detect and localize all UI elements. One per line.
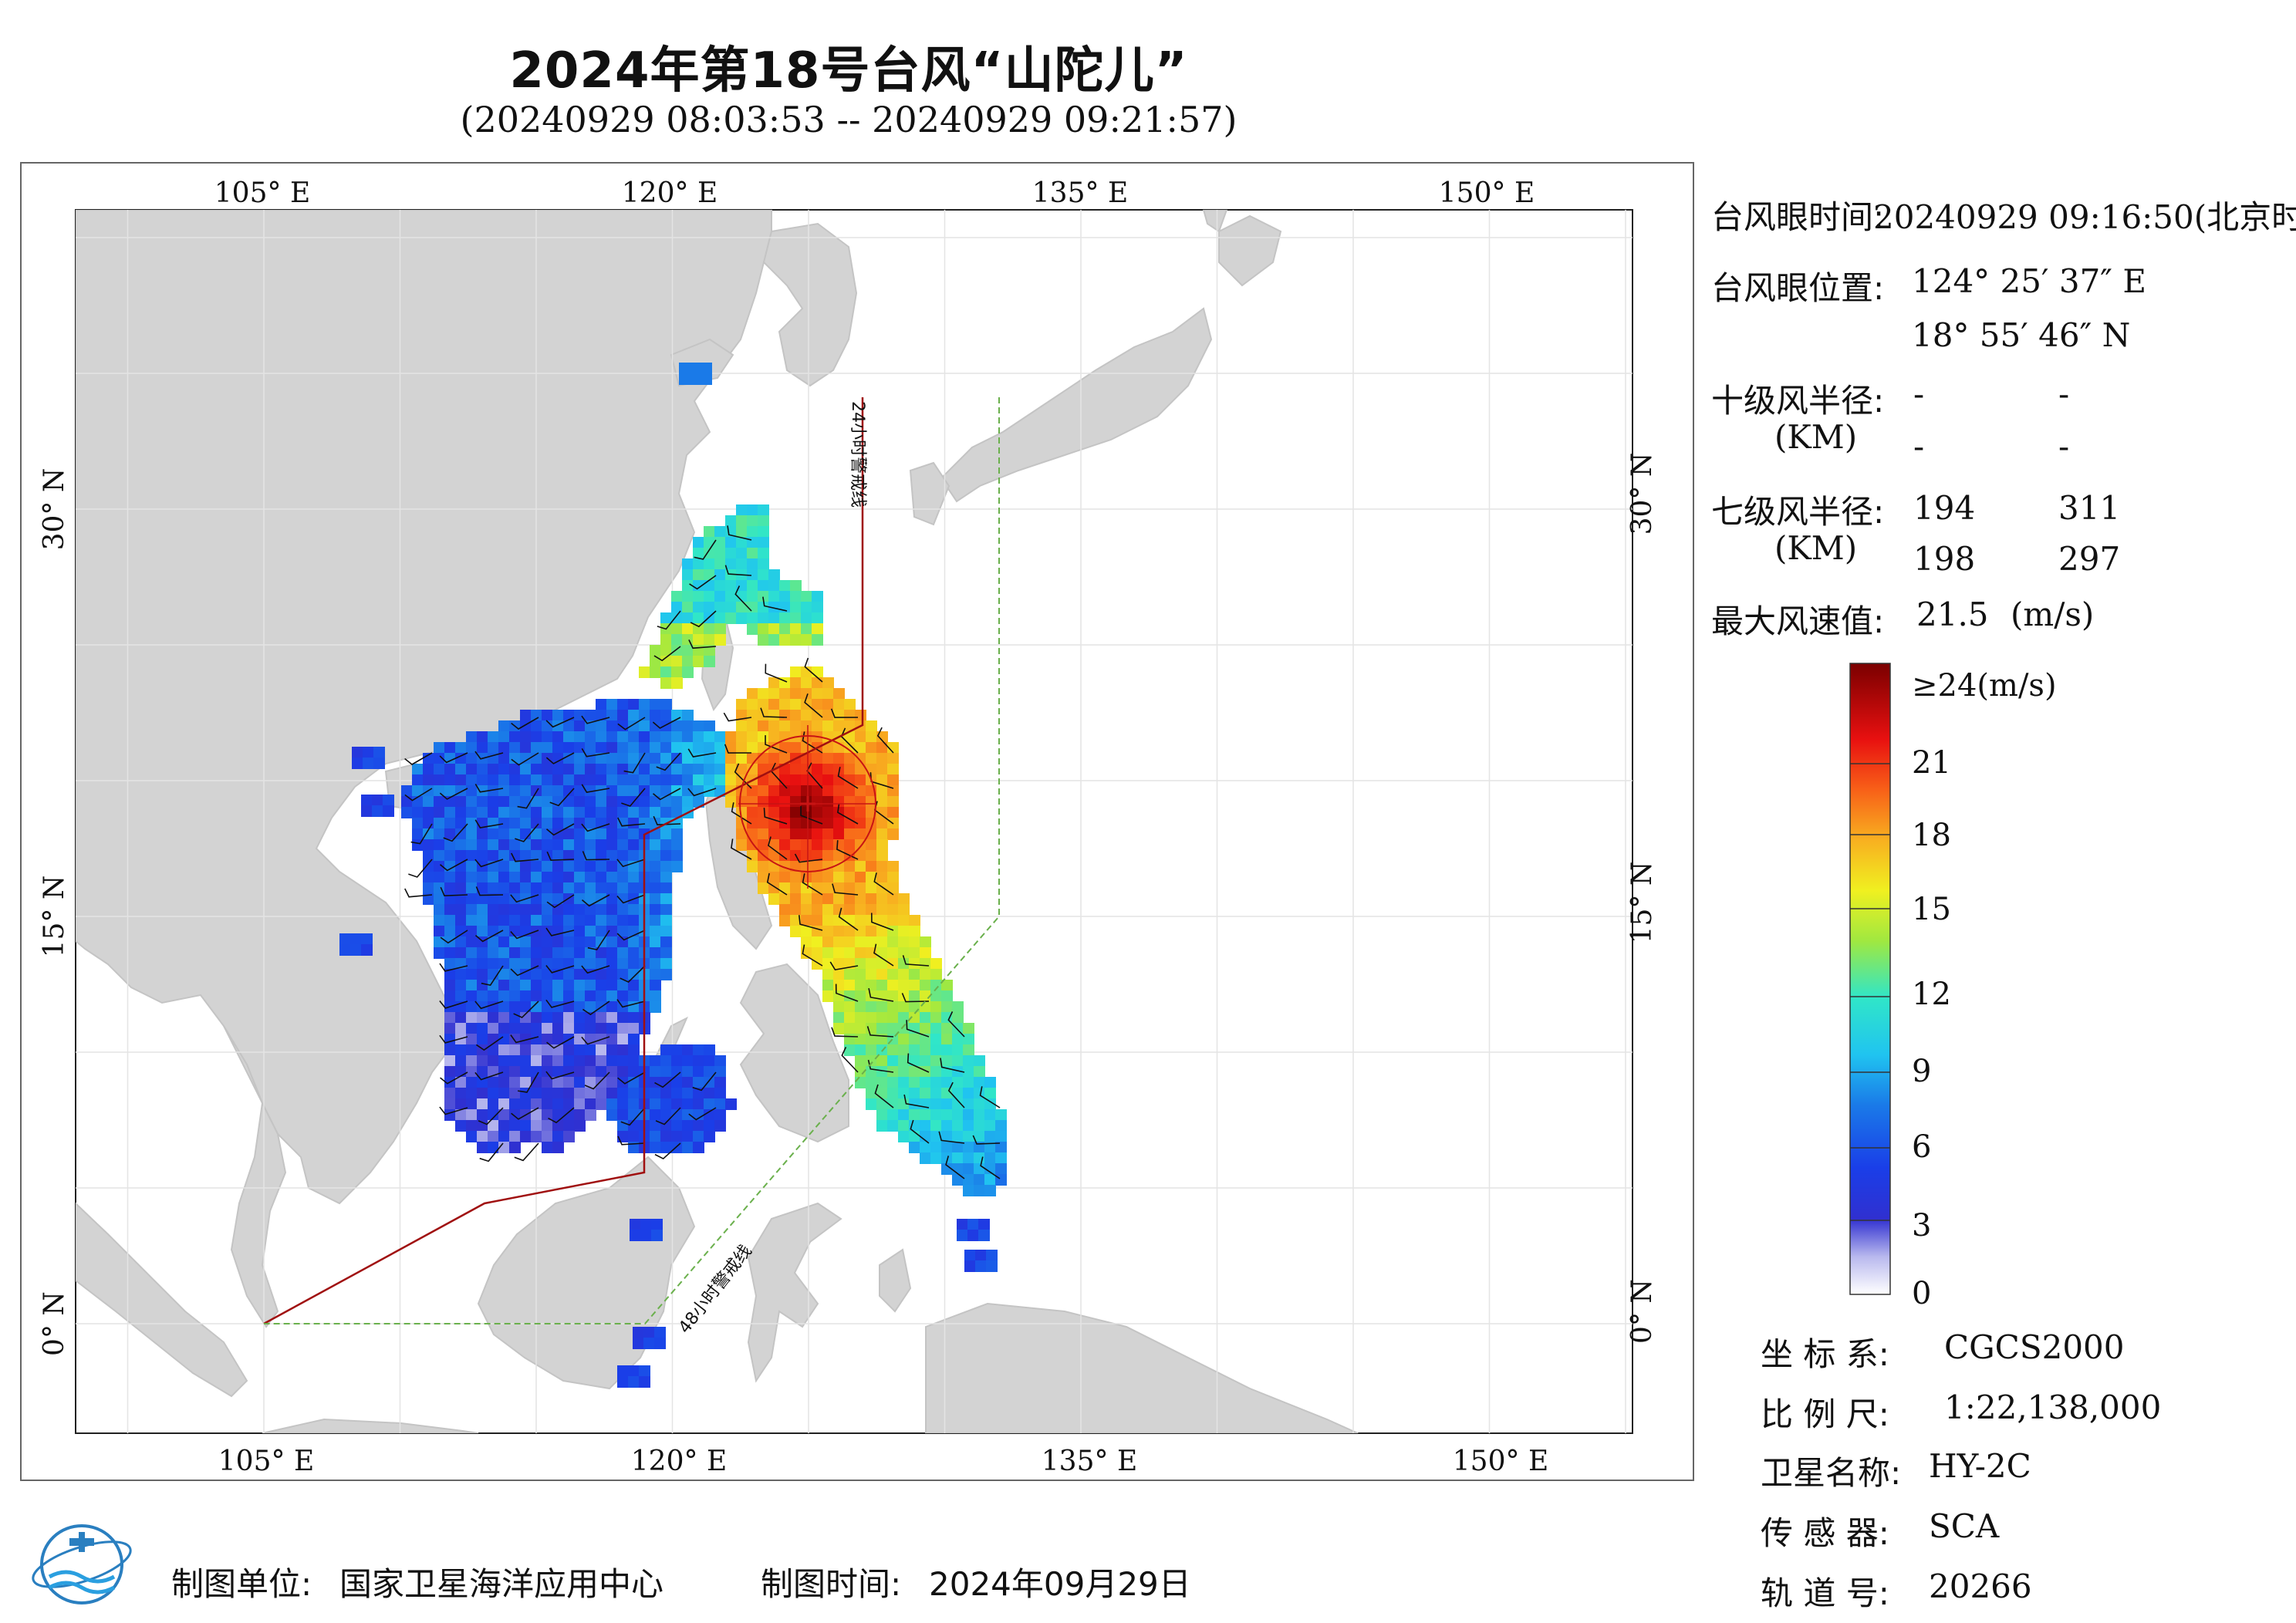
lat-label-left-15: 15° N: [39, 876, 70, 958]
java: [262, 1418, 479, 1433]
satellite-label: 卫星名称:: [1761, 1454, 1902, 1492]
producer-value: 国家卫星海洋应用中心: [339, 1565, 664, 1603]
orbit-value: 20266: [1929, 1567, 2032, 1605]
sumatra: [76, 1202, 248, 1398]
lon-label-bottom-120: 120° E: [631, 1446, 727, 1477]
eye-longitude: 124° 25′ 37″ E: [1912, 262, 2146, 300]
japan-honshu: [940, 307, 1213, 503]
warning-line-24h-label: 24小时警戒线: [848, 401, 867, 508]
colorbar-tick-0: 0: [1912, 1276, 1932, 1311]
lat-label-left-30: 30° N: [39, 468, 70, 551]
philippines-south: [739, 963, 849, 1143]
lon-label-top-150: 150° E: [1439, 177, 1535, 209]
colorbar-max-label: ≥24(m/s): [1912, 668, 2057, 704]
map-frame: [20, 162, 1694, 1481]
eye-position-label: 台风眼位置:: [1711, 269, 1885, 307]
lon-label-top-105: 105° E: [214, 177, 310, 209]
max-wind-value: 21.5: [1916, 596, 1989, 633]
axis-labels: 105° E 120° E 135° E 150° E 105° E 120° …: [39, 177, 1658, 1477]
r7-label: 七级风半径:: [1711, 493, 1885, 531]
sulawesi: [747, 1202, 842, 1383]
r7-unit: (KM): [1774, 529, 1858, 567]
scale-label: 比 例 尺:: [1761, 1395, 1889, 1433]
eye-time-value: 20240929 09:16:50(北京时): [1873, 198, 2296, 236]
orbit-label: 轨 道 号:: [1761, 1574, 1889, 1612]
colorbar-tick-12: 12: [1912, 977, 1951, 1012]
colorbar-tick-18: 18: [1912, 818, 1951, 853]
satellite-value: HY-2C: [1929, 1447, 2031, 1485]
r10-unit: (KM): [1774, 418, 1858, 456]
warning-line-24h: [263, 397, 864, 1325]
map-title: 2024年第18号台风“山陀儿”: [509, 42, 1188, 100]
time-range-subtitle: (20240929 08:03:53 -- 20240929 09:21:57): [460, 99, 1237, 140]
max-wind-label: 最大风速值:: [1711, 602, 1885, 640]
korea: [762, 222, 858, 387]
colorbar-tick-15: 15: [1912, 892, 1951, 927]
colorbar-tick-3: 3: [1912, 1208, 1932, 1243]
sensor-label: 传 感 器:: [1761, 1514, 1889, 1552]
lon-label-top-120: 120° E: [622, 177, 718, 209]
malay-peninsula: [223, 1025, 287, 1328]
nsoas-logo: [32, 1524, 132, 1604]
lat-label-right-0: 0° N: [1626, 1279, 1658, 1344]
r7-sw: 198: [1913, 540, 1976, 578]
warning-line-48h: [264, 397, 1000, 1324]
r10-se: -: [2058, 375, 2070, 413]
r7-wind-quadrants: [738, 725, 876, 889]
r7-nw: 297: [2058, 540, 2121, 578]
halmahera: [879, 1248, 912, 1313]
crs-value: CGCS2000: [1944, 1328, 2125, 1366]
sakhalin: [1202, 210, 1228, 233]
colorbar-tick-6: 6: [1912, 1129, 1932, 1165]
typhoon-eye-marker: [800, 796, 815, 812]
colorbar-tick-9: 9: [1912, 1054, 1932, 1089]
date-value: 2024年09月29日: [929, 1565, 1191, 1603]
r10-label: 十级风半径:: [1711, 382, 1885, 420]
lon-label-bottom-150: 150° E: [1453, 1446, 1548, 1477]
lat-label-right-30: 30° N: [1626, 453, 1658, 535]
lon-label-bottom-135: 135° E: [1042, 1446, 1137, 1477]
japan-hokkaido: [1218, 214, 1282, 287]
r10-sw: -: [1913, 427, 1925, 465]
wind-barbs: [404, 525, 1001, 1179]
lon-label-top-135: 135° E: [1032, 177, 1128, 209]
date-label: 制图时间:: [761, 1565, 902, 1603]
crs-label: 坐 标 系:: [1761, 1335, 1889, 1373]
max-wind-unit: (m/s): [2011, 596, 2095, 633]
r10-ne: -: [1913, 375, 1925, 413]
r10-nw: -: [2058, 427, 2070, 465]
eye-latitude: 18° 55′ 46″ N: [1912, 316, 2131, 354]
colorbar-ticks: [1850, 763, 1890, 1221]
scale-value: 1:22,138,000: [1944, 1388, 2162, 1426]
producer-label: 制图单位:: [171, 1565, 312, 1603]
sensor-value: SCA: [1929, 1507, 2000, 1545]
eye-time-label: 台风眼时间:: [1711, 198, 1885, 236]
r7-ne: 194: [1913, 489, 1976, 527]
colorbar: [1849, 663, 1891, 1295]
new-guinea: [925, 1302, 1359, 1433]
lat-label-left-0: 0° N: [39, 1291, 70, 1356]
lon-label-bottom-105: 105° E: [218, 1446, 314, 1477]
colorbar-tick-21: 21: [1912, 745, 1951, 781]
graticule: [76, 210, 1633, 1433]
lat-label-right-15: 15° N: [1626, 862, 1658, 944]
r7-se: 311: [2058, 489, 2121, 527]
